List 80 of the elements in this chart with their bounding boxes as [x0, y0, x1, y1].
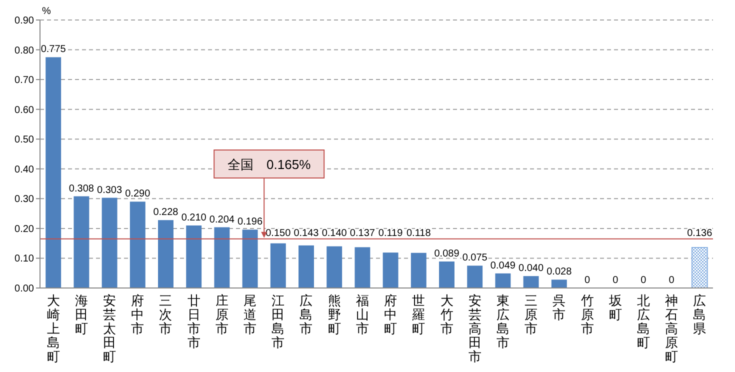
x-tick-label: 江田島市	[272, 293, 285, 350]
data-label: 0.075	[462, 252, 488, 264]
x-tick-label: 海田町	[74, 293, 88, 336]
x-tick-label: 呉市	[552, 293, 566, 322]
data-label: 0.196	[238, 216, 263, 228]
bar	[242, 230, 258, 288]
bar	[214, 227, 230, 288]
y-tick-label: 0.70	[14, 75, 34, 86]
data-label: 0.143	[294, 228, 320, 239]
data-label: 0.137	[350, 228, 376, 239]
x-tick-label: 広島県	[693, 293, 706, 336]
data-label: 0.290	[125, 188, 151, 200]
ref-line-label: 全国 0.165%	[228, 157, 312, 172]
bar	[495, 273, 511, 288]
x-tick-label: 府中市	[131, 293, 144, 336]
bar	[46, 57, 62, 288]
bar	[382, 252, 398, 288]
bar	[691, 247, 708, 288]
data-label: 0.140	[322, 228, 348, 239]
data-label: 0	[584, 275, 590, 286]
bar	[270, 243, 286, 288]
x-tick-label: 廿日市市	[187, 293, 200, 350]
y-tick-label: 0.40	[14, 164, 34, 176]
x-tick-label: 尾道市	[244, 293, 257, 336]
y-tick-label: 0.30	[14, 194, 34, 206]
x-tick-label: 坂町	[608, 293, 622, 322]
x-tick-label: 東広島市	[496, 293, 510, 350]
data-label: 0.150	[266, 228, 292, 239]
x-tick-label: 大竹市	[440, 293, 454, 336]
x-tick-label: 安芸太田町	[103, 293, 116, 364]
x-tick-label: 広島市	[300, 293, 313, 336]
x-tick-label: 庄原市	[215, 293, 228, 336]
x-tick-label: 神石高原町	[665, 293, 678, 364]
data-label: 0.118	[406, 228, 432, 239]
data-label: 0.775	[40, 44, 66, 56]
bar	[102, 198, 118, 288]
x-tick-label: 熊野町	[328, 293, 341, 336]
data-label: 0	[640, 275, 647, 286]
bar	[410, 252, 426, 288]
bar	[298, 245, 314, 288]
bar	[354, 247, 370, 288]
y-tick-label: 0.80	[14, 45, 34, 56]
y-tick-label: 0.90	[14, 16, 34, 26]
data-label: 0	[668, 275, 675, 286]
bar	[74, 196, 90, 288]
data-label: 0.089	[434, 248, 460, 260]
bar	[551, 280, 567, 288]
y-axis-title: %	[42, 6, 51, 17]
x-tick-label: 北広島町	[636, 293, 650, 350]
bar	[523, 276, 539, 288]
data-label: 0.210	[181, 212, 207, 224]
data-label: 0.136	[687, 228, 713, 239]
data-label: 0.204	[209, 214, 235, 226]
x-tick-label: 府中町	[384, 293, 398, 336]
data-label: 0.228	[153, 207, 179, 218]
x-tick-label: 福山市	[356, 293, 369, 336]
bar	[439, 262, 454, 288]
y-tick-label: 0.10	[14, 254, 34, 265]
bar	[467, 266, 483, 288]
x-tick-label: 安芸高田市	[468, 293, 482, 364]
y-tick-label: 0.00	[14, 284, 34, 294]
y-tick-label: 0.60	[14, 104, 34, 116]
bar	[158, 220, 174, 288]
x-tick-label: 世羅町	[412, 293, 426, 336]
data-label: 0	[612, 275, 619, 286]
bar	[326, 246, 342, 288]
data-label: 0.303	[97, 184, 122, 196]
y-tick-label: 0.20	[14, 224, 34, 235]
x-tick-label: 大崎上島町	[46, 293, 60, 364]
x-tick-label: 三原市	[524, 293, 538, 336]
bar	[186, 225, 202, 288]
data-label: 0.119	[378, 228, 404, 239]
data-label: 0.040	[518, 263, 544, 274]
bar	[130, 202, 146, 288]
data-label: 0.028	[546, 266, 572, 278]
data-label: 0.049	[490, 260, 516, 272]
x-tick-label: 三次市	[159, 293, 172, 336]
y-tick-label: 0.50	[14, 134, 34, 146]
data-label: 0.308	[68, 183, 94, 194]
x-tick-label: 竹原市	[580, 293, 594, 336]
